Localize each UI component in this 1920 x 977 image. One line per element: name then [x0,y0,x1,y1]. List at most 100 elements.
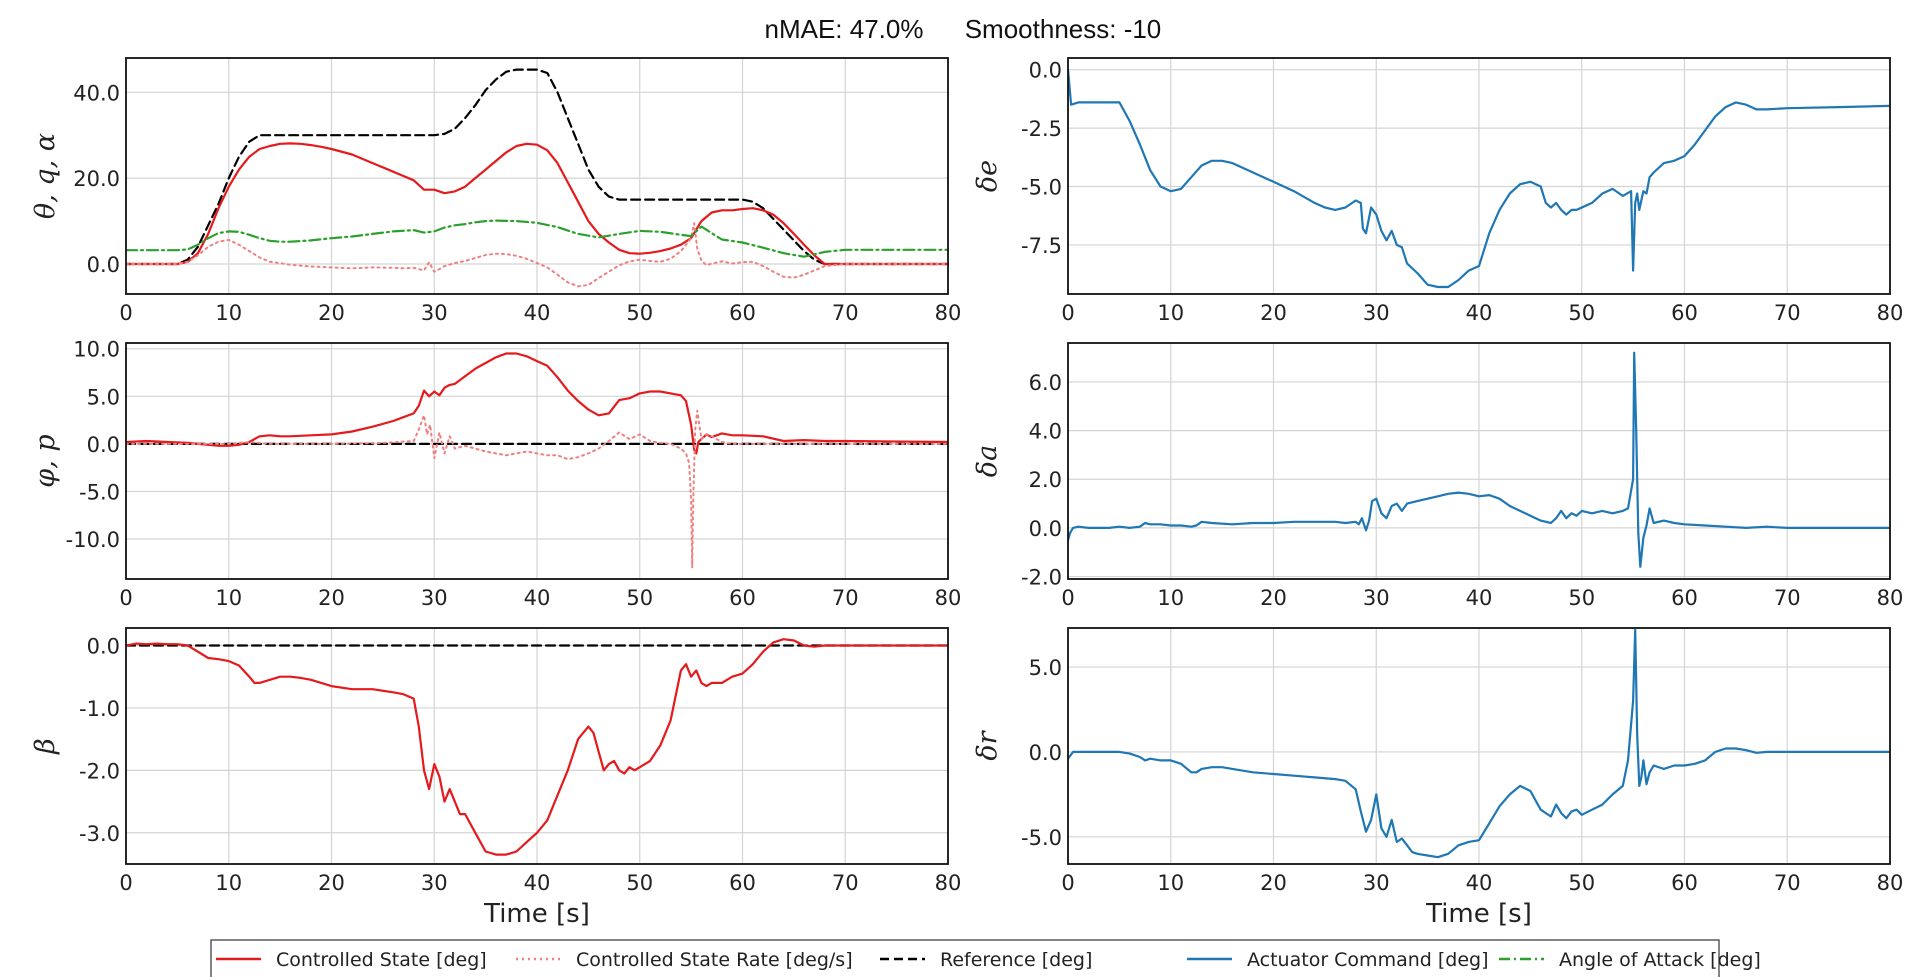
x-tick-label: 10 [1157,301,1184,325]
x-tick-label: 20 [1260,301,1287,325]
axes-frame [125,627,949,865]
y-tick-label: 20.0 [73,167,120,191]
x-tick-label: 50 [1568,586,1595,610]
series-line-actuator-command [1068,68,1890,289]
series-group [1068,351,1890,568]
y-tick-label: 40.0 [73,81,120,105]
x-tick-label: 10 [215,301,242,325]
x-tick-label: 80 [935,586,962,610]
x-tick-label: 10 [215,586,242,610]
axes-frame [1067,342,1891,580]
y-tick-label: -2.0 [1021,566,1062,590]
y-axis-label: θ, q, α [30,133,61,219]
x-tick-label: 70 [1774,301,1801,325]
x-tick-label: 60 [729,586,756,610]
y-axis-label: φ, p [30,434,61,487]
x-tick-label: 20 [318,586,345,610]
y-tick-label: 0.0 [87,634,120,658]
x-tick-label: 10 [215,871,242,895]
x-tick-label: 60 [1671,586,1698,610]
x-axis-label: Time [s] [1425,899,1532,929]
axes-frame [1067,627,1891,865]
series-line-controlled-state-rate [126,409,948,569]
legend-entry-controlled-state: Controlled State [deg] [216,949,487,971]
panel-delta-r: 0 10 20 30 40 50 60 70 80 5.0 0.0 -5.0 δr Time [s] [972,627,1903,929]
grid [125,343,949,579]
series-line-angle-of-attack [126,219,948,258]
series-group [126,638,948,856]
x-tick-label: 20 [318,301,345,325]
y-tick-label: -2.5 [1021,117,1062,141]
y-tick-label: -5.0 [79,480,120,504]
x-tick-label: 50 [626,301,653,325]
y-axis-label: δr [972,729,1003,760]
legend-box [210,939,1720,977]
series-line-actuator-command [1068,351,1890,568]
y-tick-label: 5.0 [87,385,120,409]
x-tick-label: 10 [1157,586,1184,610]
x-tick-label: 30 [1363,586,1390,610]
x-tick-label: 40 [1466,871,1493,895]
x-tick-label: 80 [1877,586,1904,610]
legend-entry-reference: Reference [deg] [880,949,1092,971]
y-tick-label: 0.0 [87,253,120,277]
x-tick-label: 0 [1061,301,1074,325]
legend-label: Reference [deg] [940,949,1092,971]
panel-theta-q-alpha: 0 10 20 30 40 50 60 70 80 0.0 20.0 40.0 θ, q, α [30,57,962,325]
x-tick-label: 80 [935,301,962,325]
series-line-controlled-state [126,142,948,266]
x-tick-label: 80 [935,871,962,895]
x-tick-label: 20 [318,871,345,895]
x-tick-label: 30 [1363,301,1390,325]
x-tick-label: 20 [1260,871,1287,895]
series-line-controlled-state [126,638,948,856]
x-tick-label: 0 [1061,871,1074,895]
y-tick-label: 4.0 [1029,420,1062,444]
x-tick-label: 50 [626,871,653,895]
x-tick-label: 0 [1061,586,1074,610]
legend-entry-actuator-command: Actuator Command [deg] [1187,949,1489,971]
y-tick-label: -10.0 [66,528,120,552]
legend-label: Controlled State Rate [deg/s] [576,949,853,971]
x-tick-label: 40 [1466,586,1493,610]
grid [125,628,949,864]
legend-label: Actuator Command [deg] [1247,949,1489,971]
series-group [1068,68,1890,289]
axes-frame [125,57,949,295]
x-tick-label: 60 [729,871,756,895]
grid [1067,343,1891,579]
x-tick-label: 10 [1157,871,1184,895]
y-tick-label: 0.0 [1029,517,1062,541]
grid [125,58,949,294]
x-tick-label: 0 [119,301,132,325]
y-axis-label: δa [972,445,1003,477]
series-line-actuator-command [1068,628,1890,859]
y-tick-label: 2.0 [1029,468,1062,492]
x-tick-label: 30 [1363,871,1390,895]
x-tick-label: 0 [119,871,132,895]
series-group [126,68,948,288]
x-tick-label: 60 [1671,871,1698,895]
x-tick-label: 80 [1877,301,1904,325]
y-axis-label: β [30,738,61,755]
x-tick-label: 60 [1671,301,1698,325]
y-tick-label: 0.0 [87,433,120,457]
x-tick-label: 30 [421,871,448,895]
axes-frame [1067,57,1891,295]
smoothness-title: Smoothness: -10 [965,14,1162,44]
x-tick-label: 40 [524,301,551,325]
x-tick-label: 40 [524,586,551,610]
y-tick-label: -3.0 [79,822,120,846]
axes-frame [125,342,949,580]
nmae-title: nMAE: 47.0% [765,14,924,44]
y-tick-label: 5.0 [1029,656,1062,680]
y-tick-label: -5.0 [1021,826,1062,850]
panel-delta-e: 0 10 20 30 40 50 60 70 80 0.0 -2.5 -5.0 -7.5 δe [972,57,1904,325]
panel-delta-a: 0 10 20 30 40 50 60 70 80 6.0 4.0 2.0 0.0 -2.0 δa [972,342,1904,610]
x-tick-label: 50 [1568,301,1595,325]
series-line-controlled-state-rate [126,222,948,288]
x-tick-label: 50 [1568,871,1595,895]
x-tick-label: 70 [832,871,859,895]
x-tick-label: 0 [119,586,132,610]
